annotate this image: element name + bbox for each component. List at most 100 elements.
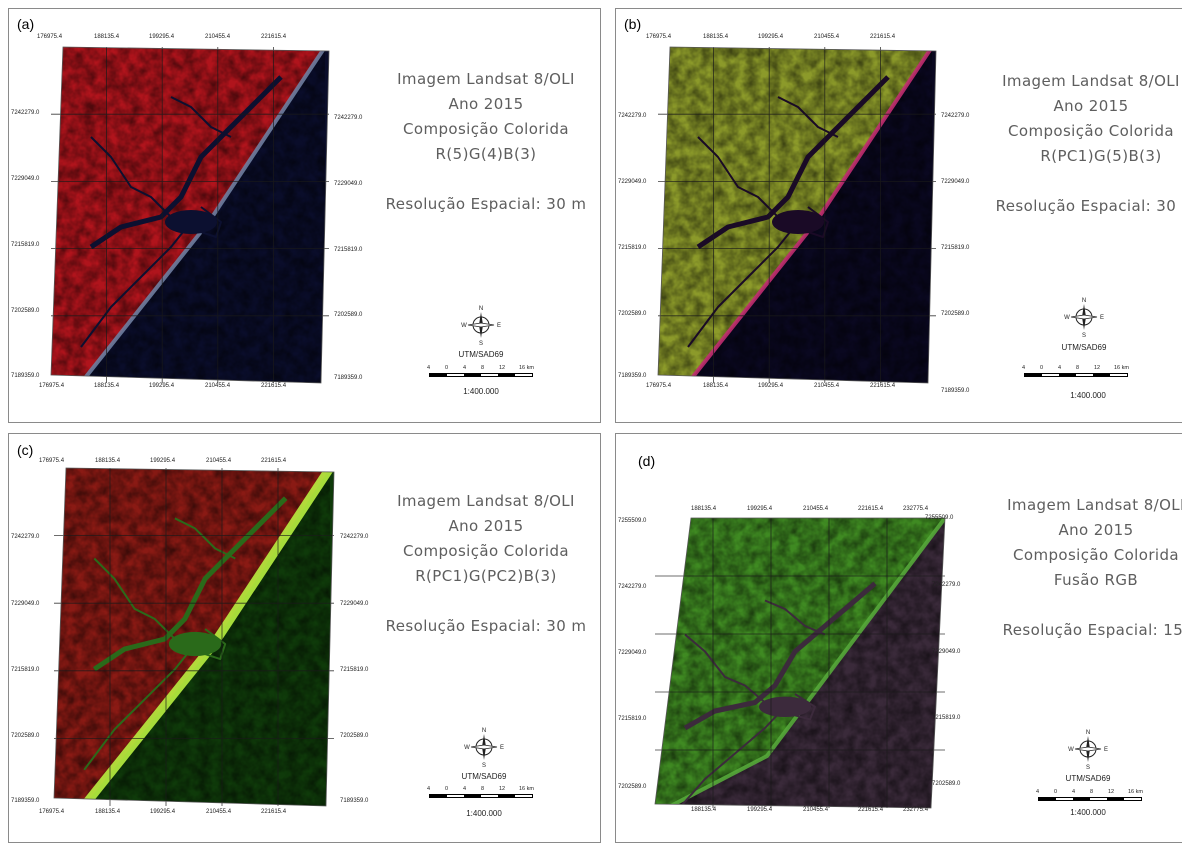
compass-letter-w: W <box>464 745 470 751</box>
x-tick-top: 176975.4 <box>39 458 65 464</box>
datum-label: UTM/SAD69 <box>1061 343 1107 352</box>
north-arrow-icon: N S W E <box>1068 730 1108 769</box>
scale-bar-tick-label: 4 <box>1072 789 1076 795</box>
scale-bar-tick-label: 0 <box>1054 789 1058 795</box>
y-tick-right: 7215819.0 <box>334 247 363 253</box>
scale-bar: 4 0 4 8 12 16 km <box>427 365 547 387</box>
y-tick-right: 7202589.0 <box>932 781 961 787</box>
spatial-resolution: Resolução Espacial: 15 m <box>1002 621 1182 639</box>
y-tick-right: 7242279.0 <box>334 115 363 121</box>
y-tick-right: 7229049.0 <box>941 179 970 185</box>
terrain-texture <box>655 518 945 808</box>
scale-bar-segment <box>1073 798 1090 800</box>
graticule <box>658 47 936 383</box>
satellite-map-image <box>654 517 946 809</box>
scale-bar-tick-label: 0 <box>1040 365 1044 371</box>
scale-bar-segments <box>429 794 533 798</box>
river <box>697 136 779 218</box>
graticule <box>655 518 945 808</box>
y-tick-right: 7229049.0 <box>932 649 961 655</box>
map-frame <box>657 46 937 384</box>
x-tick-bottom: 221615.4 <box>261 809 287 815</box>
y-tick-left: 7215819.0 <box>618 716 647 722</box>
scale-bar-segment <box>1110 374 1127 376</box>
y-tick-left: 7202589.0 <box>618 784 647 790</box>
x-tick-top: 210455.4 <box>803 506 829 512</box>
scale-bar-segment <box>1107 798 1124 800</box>
bay <box>168 631 222 657</box>
image-title: Imagem Landsat 8/OLI <box>397 70 575 88</box>
satellite-map-image <box>657 46 937 384</box>
datum-label: UTM/SAD69 <box>461 772 507 781</box>
spatial-resolution: Resolução Espacial: 30 m <box>385 617 587 635</box>
scale-bar-segment <box>481 374 498 376</box>
compass-needle-ew <box>1070 314 1098 320</box>
y-tick-left: 7189359.0 <box>11 798 40 804</box>
x-tick-bottom: 221615.4 <box>261 383 287 389</box>
river <box>696 75 890 250</box>
compass-letter-n: N <box>482 728 486 734</box>
x-tick-top: 199295.4 <box>747 506 773 512</box>
y-tick-left: 7229049.0 <box>618 179 647 185</box>
composition-bands: R(PC1)G(5)B(3) <box>1040 147 1162 165</box>
scale-bar: 4 0 4 8 12 16 km <box>1036 789 1156 811</box>
scale-bar-labels: 4 0 4 8 12 16 km <box>427 786 547 794</box>
scale-bar-segment <box>515 795 532 797</box>
y-tick-right: 7189359.0 <box>334 375 363 381</box>
x-tick-top: 199295.4 <box>149 34 175 40</box>
x-tick-bottom: 199295.4 <box>747 807 773 813</box>
scale-bar-segment <box>447 374 464 376</box>
scale-bar-segment <box>515 374 532 376</box>
panel-c: (c) 176975.4 188135.4 199295.4 210455.4 … <box>8 433 601 843</box>
panel-d: (d) 188135.4 199295.4 210455.4 221615.4 … <box>615 433 1182 843</box>
panel-a: (a) 176975.4 188135.4 199295.4 210455.4 … <box>8 8 601 423</box>
satellite-map-image <box>53 467 335 807</box>
map-info: Imagem Landsat 8/OLI Ano 2015 Composição… <box>371 67 600 217</box>
x-tick-bottom: 221615.4 <box>858 807 884 813</box>
scale-bar-segment <box>1059 374 1076 376</box>
panel-label: (c) <box>17 442 34 458</box>
river <box>170 96 232 138</box>
scale-bar-segment <box>430 374 447 376</box>
graticule <box>54 468 334 806</box>
scale-bar-tick-label: 12 <box>499 786 506 792</box>
compass-letter-n: N <box>1082 298 1086 304</box>
compass-letter-e: E <box>497 323 501 329</box>
scale-bar-tick-label: 16 km <box>519 786 534 792</box>
y-tick-left: 7215819.0 <box>618 245 647 251</box>
scale-bar-labels: 4 0 4 8 12 16 km <box>1022 365 1142 373</box>
composition-title: Composição Colorida <box>1013 546 1179 564</box>
y-tick-left: 7189359.0 <box>618 373 647 379</box>
river <box>683 581 877 731</box>
scale-bar-tick-label: 16 km <box>1114 365 1129 371</box>
x-tick-top: 188135.4 <box>703 34 729 40</box>
map-frame <box>50 46 330 384</box>
scale-bar-segment <box>498 374 515 376</box>
y-tick-left: 7255509.0 <box>618 518 647 524</box>
coastline <box>662 518 945 808</box>
bay <box>759 696 811 717</box>
x-tick-bottom: 199295.4 <box>758 383 784 389</box>
scale-bar-tick-label: 0 <box>445 786 449 792</box>
river <box>674 706 786 808</box>
composition-bands: Fusão RGB <box>1053 571 1139 589</box>
y-tick-left: 7242279.0 <box>618 113 647 119</box>
compass-letter-s: S <box>1086 765 1090 769</box>
y-tick-right: 7202589.0 <box>340 733 369 739</box>
scale-bar-segment <box>430 795 447 797</box>
x-tick-top: 176975.4 <box>37 34 63 40</box>
scale-bar-tick-label: 16 km <box>519 365 534 371</box>
datum-label: UTM/SAD69 <box>1065 774 1111 783</box>
x-tick-top: 232775.4 <box>903 506 929 512</box>
y-tick-right: 7242279.0 <box>941 113 970 119</box>
x-tick-bottom: 188135.4 <box>95 809 121 815</box>
x-tick-bottom: 210455.4 <box>803 807 829 813</box>
scale-bar-labels: 4 0 4 8 12 16 km <box>427 365 547 373</box>
north-arrow-icon: N S W E <box>464 728 504 767</box>
x-tick-bottom: 176975.4 <box>39 383 65 389</box>
north-arrow-icon: N S W E <box>461 306 501 345</box>
x-tick-bottom: 232775.4 <box>903 807 929 813</box>
y-tick-left: 7215819.0 <box>11 242 40 248</box>
x-tick-top: 199295.4 <box>758 34 784 40</box>
map-frame <box>53 467 335 807</box>
